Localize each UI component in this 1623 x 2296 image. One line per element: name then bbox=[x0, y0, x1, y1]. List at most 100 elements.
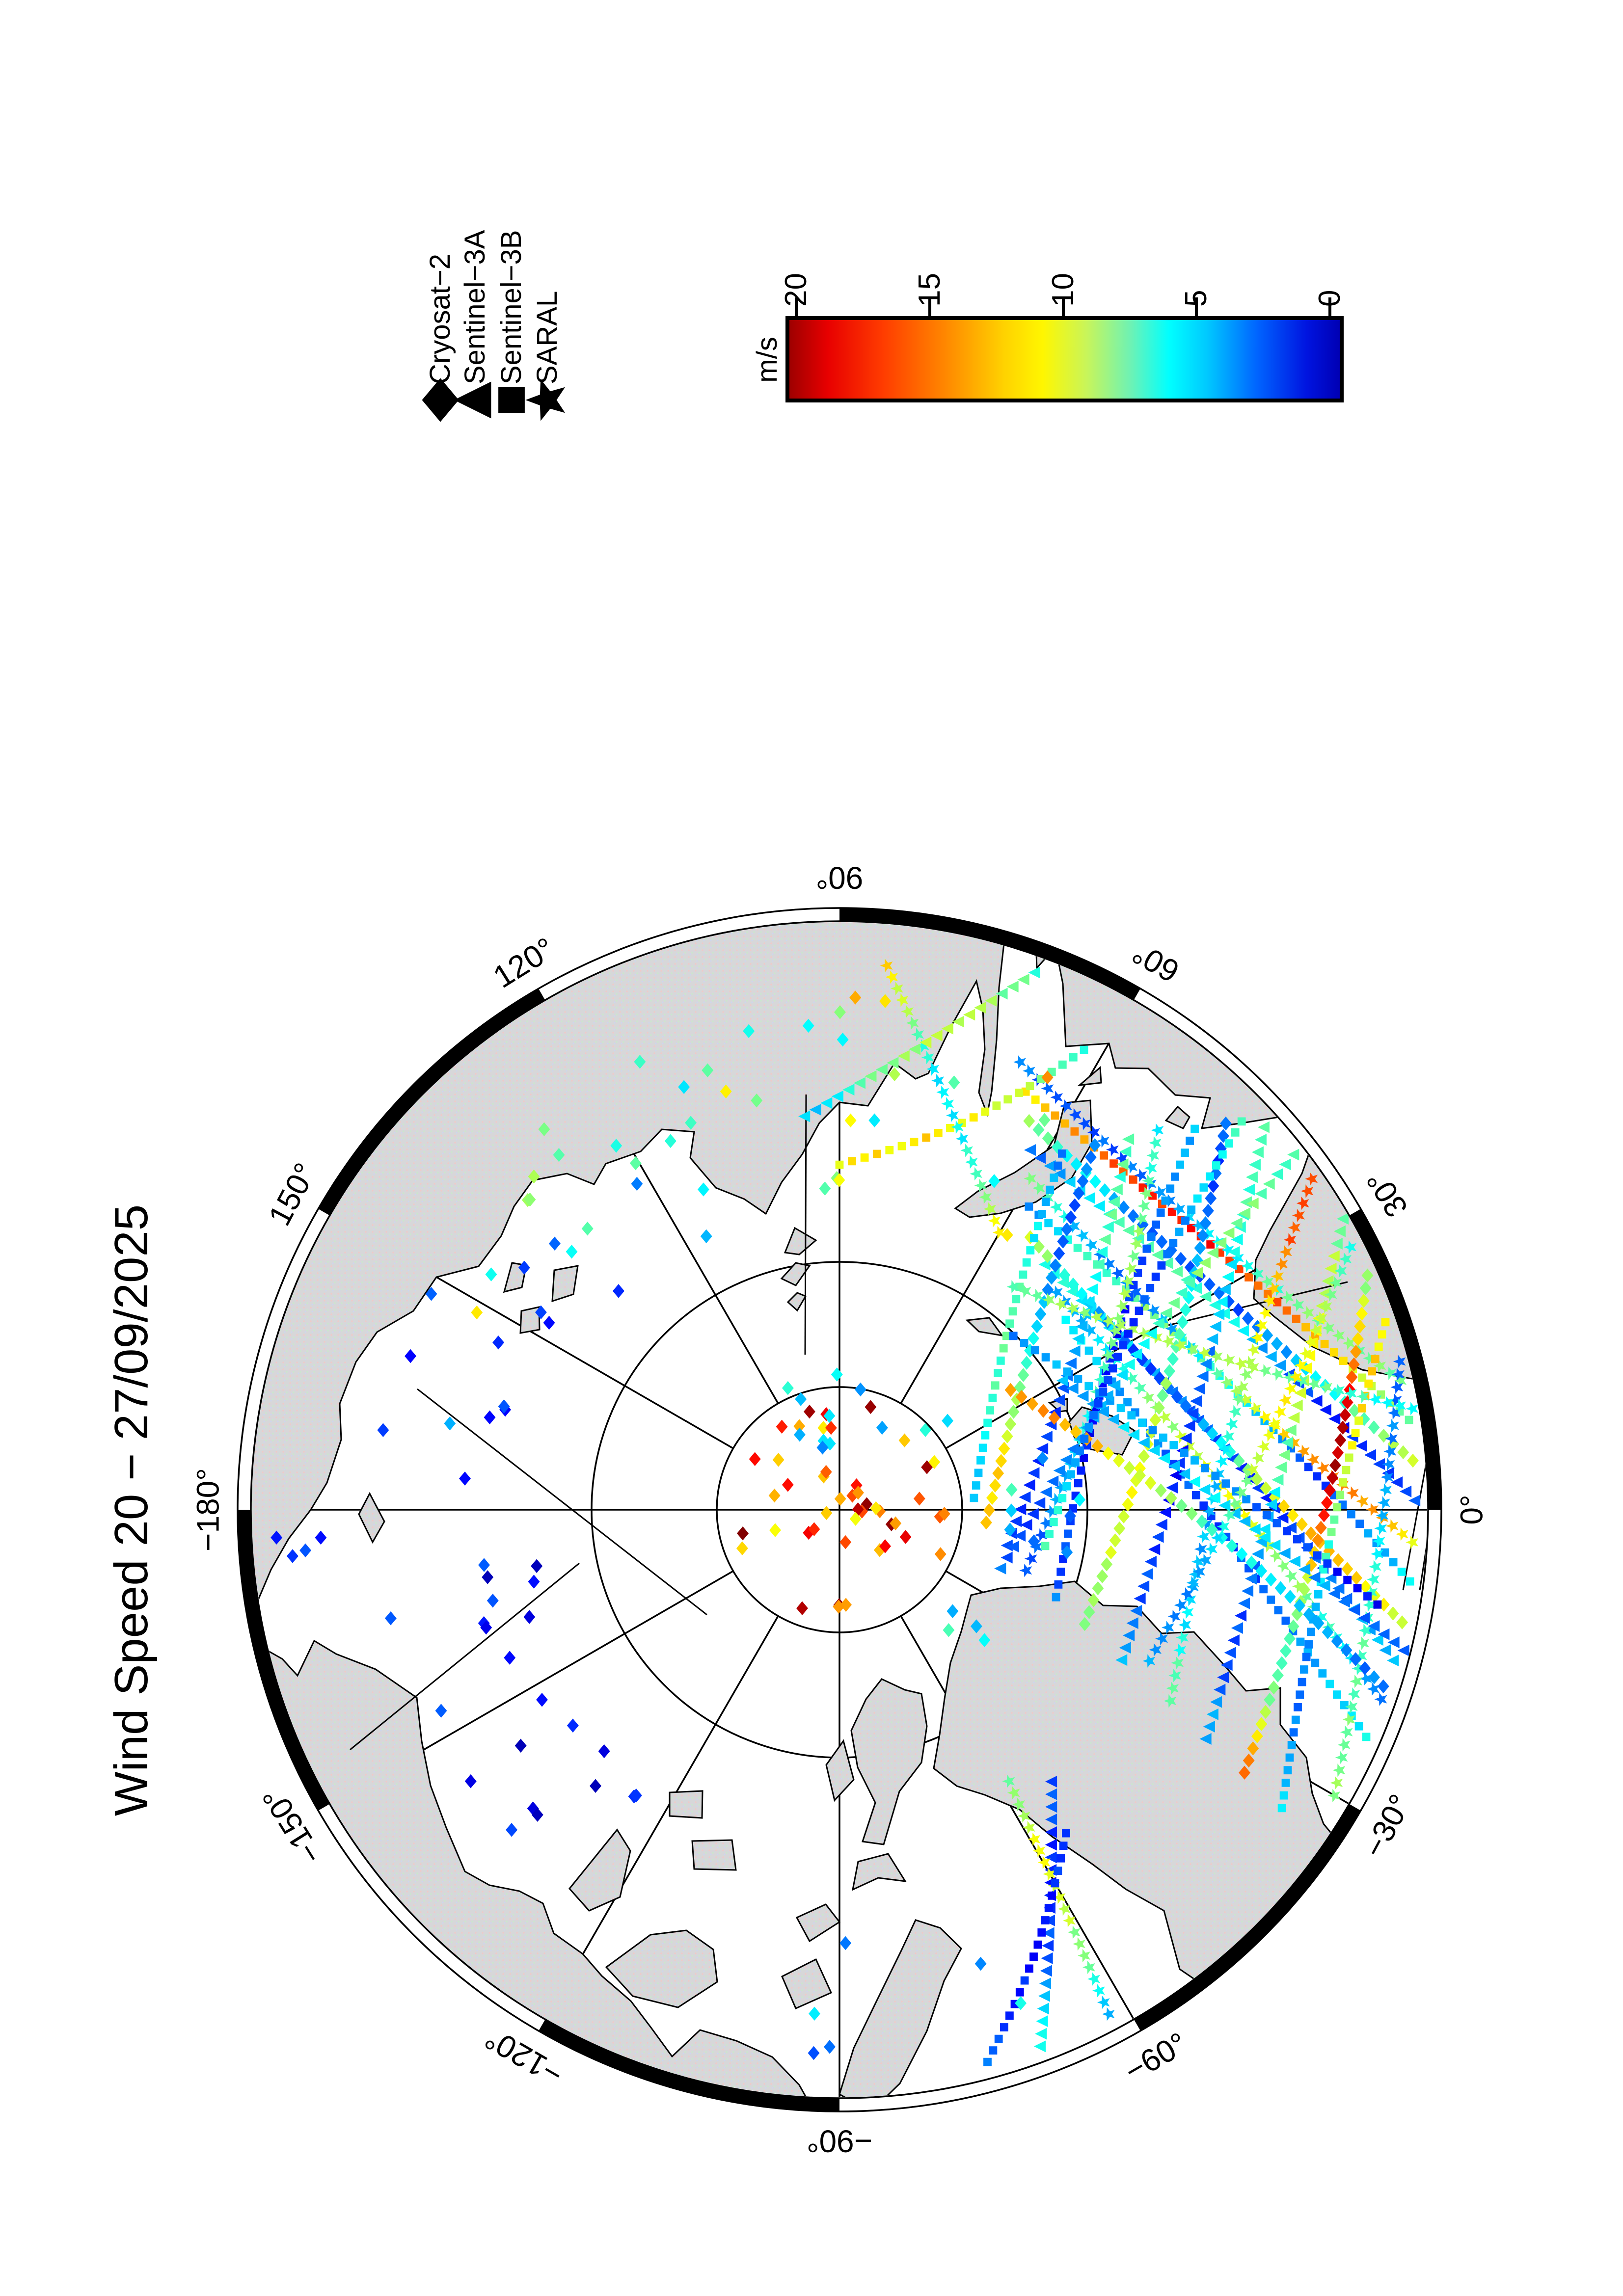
wind-point-diamond bbox=[1196, 1514, 1208, 1529]
wind-point-star bbox=[1406, 1535, 1419, 1549]
wind-point-square bbox=[1242, 1495, 1251, 1504]
wind-point-diamond bbox=[980, 1515, 992, 1530]
wind-point-diamond bbox=[1331, 1634, 1343, 1648]
wind-point-diamond bbox=[879, 1539, 891, 1553]
wind-point-diamond bbox=[1015, 1389, 1028, 1404]
landmass-new-siberian-1 bbox=[551, 1265, 579, 1303]
wind-point-square bbox=[1005, 2011, 1014, 2020]
wind-point-star bbox=[1230, 1384, 1243, 1398]
wind-point-star bbox=[1176, 1630, 1189, 1644]
wind-point-diamond bbox=[1236, 1547, 1248, 1561]
wind-point-triangle bbox=[1045, 1814, 1057, 1826]
wind-point-square bbox=[1163, 1250, 1172, 1258]
wind-point-star bbox=[1370, 1547, 1383, 1561]
wind-point-triangle bbox=[1006, 981, 1019, 993]
wind-point-square bbox=[1333, 1690, 1341, 1699]
wind-point-diamond bbox=[1357, 1294, 1370, 1308]
wind-point-square bbox=[1052, 1593, 1060, 1602]
wind-point-star bbox=[1352, 1662, 1365, 1676]
wind-point-star bbox=[1253, 1529, 1267, 1543]
wind-point-star bbox=[1344, 1387, 1357, 1400]
wind-point-triangle bbox=[1152, 1531, 1164, 1543]
wind-point-star bbox=[992, 1226, 1005, 1239]
wind-point-triangle bbox=[1227, 1634, 1240, 1647]
wind-point-star bbox=[1296, 1197, 1309, 1210]
wind-point-square bbox=[1327, 1528, 1336, 1536]
wind-point-triangle bbox=[1019, 1491, 1031, 1503]
wind-point-square bbox=[1363, 1592, 1372, 1601]
wind-point-diamond bbox=[820, 1465, 832, 1479]
wind-point-triangle bbox=[1122, 1133, 1135, 1146]
wind-point-star bbox=[1059, 1469, 1072, 1483]
wind-point-triangle bbox=[1056, 1375, 1068, 1387]
wind-point-diamond bbox=[1359, 1579, 1372, 1594]
wind-point-star bbox=[1344, 1240, 1357, 1254]
wind-point-triangle bbox=[1328, 1587, 1340, 1600]
wind-point-star bbox=[1225, 1417, 1238, 1431]
wind-point-square bbox=[1176, 1160, 1184, 1169]
wind-point-triangle bbox=[1034, 1152, 1046, 1164]
wind-point-star bbox=[1214, 1479, 1227, 1493]
longitude-label: 0° bbox=[1454, 1495, 1489, 1524]
wind-point-square bbox=[981, 1107, 990, 1116]
wind-point-diamond bbox=[782, 1477, 794, 1492]
wind-point-triangle bbox=[1109, 1379, 1121, 1391]
wind-point-diamond bbox=[947, 1604, 959, 1619]
wind-point-star bbox=[1299, 1590, 1313, 1603]
wind-point-square bbox=[1190, 1124, 1199, 1133]
wind-point-star bbox=[1139, 1186, 1153, 1201]
wind-point-triangle bbox=[1101, 1390, 1113, 1402]
wind-point-triangle bbox=[1246, 1198, 1259, 1210]
rim-sector-black bbox=[539, 2019, 840, 2111]
wind-point-star bbox=[1228, 1497, 1242, 1511]
wind-point-triangle bbox=[1151, 1249, 1163, 1261]
wind-point-triangle bbox=[1017, 973, 1029, 986]
wind-point-diamond bbox=[1326, 1470, 1339, 1485]
wind-point-triangle bbox=[1397, 1644, 1409, 1656]
wind-point-square bbox=[1022, 1258, 1031, 1267]
wind-point-diamond bbox=[610, 1139, 622, 1153]
wind-point-square bbox=[1051, 1111, 1059, 1120]
wind-point-triangle bbox=[1045, 1801, 1057, 1813]
wind-point-diamond bbox=[1322, 1625, 1334, 1639]
wind-point-diamond bbox=[831, 1367, 843, 1382]
wind-point-star bbox=[1332, 1384, 1345, 1397]
wind-point-diamond bbox=[1407, 1453, 1419, 1468]
wind-point-triangle bbox=[809, 1103, 821, 1116]
wind-point-diamond bbox=[795, 1392, 807, 1406]
wind-point-star bbox=[1102, 1348, 1114, 1362]
wind-point-square bbox=[1031, 1095, 1040, 1104]
wind-point-triangle bbox=[1036, 2015, 1048, 2028]
wind-point-diamond bbox=[1117, 1509, 1130, 1523]
wind-point-diamond bbox=[1004, 1417, 1017, 1431]
wind-point-square bbox=[1292, 1314, 1300, 1323]
wind-point-diamond bbox=[506, 1823, 518, 1837]
wind-point-diamond bbox=[1028, 1331, 1040, 1346]
wind-point-star bbox=[1324, 1288, 1337, 1302]
wind-point-triangle bbox=[1287, 1148, 1299, 1161]
wind-point-diamond bbox=[1387, 1606, 1399, 1621]
wind-point-triangle bbox=[1119, 1146, 1132, 1158]
wind-point-triangle bbox=[1099, 1233, 1111, 1246]
wind-point-diamond bbox=[809, 2006, 820, 2021]
wind-point-diamond bbox=[566, 1245, 578, 1259]
wind-point-triangle bbox=[1077, 1390, 1089, 1402]
wind-point-triangle bbox=[1083, 1192, 1095, 1204]
wind-point-star bbox=[1301, 1306, 1314, 1320]
wind-point-star bbox=[1385, 1432, 1398, 1445]
wind-point-star bbox=[1084, 1238, 1098, 1252]
wind-point-square bbox=[1077, 1466, 1085, 1475]
wind-point-star bbox=[1382, 1457, 1395, 1471]
wind-point-square bbox=[983, 2057, 992, 2066]
wind-point-diamond bbox=[988, 1174, 1001, 1188]
wind-point-diamond bbox=[803, 1404, 815, 1419]
wind-point-square bbox=[1364, 1529, 1373, 1538]
wind-point-triangle bbox=[1033, 1497, 1046, 1509]
wind-point-triangle bbox=[1251, 1146, 1264, 1158]
wind-point-square bbox=[1012, 1295, 1021, 1304]
wind-point-square bbox=[1109, 1364, 1117, 1373]
wind-point-triangle bbox=[1258, 1523, 1271, 1535]
wind-point-square bbox=[1100, 1151, 1108, 1160]
wind-point-diamond bbox=[1397, 1445, 1409, 1460]
wind-point-diamond bbox=[1396, 1615, 1408, 1629]
